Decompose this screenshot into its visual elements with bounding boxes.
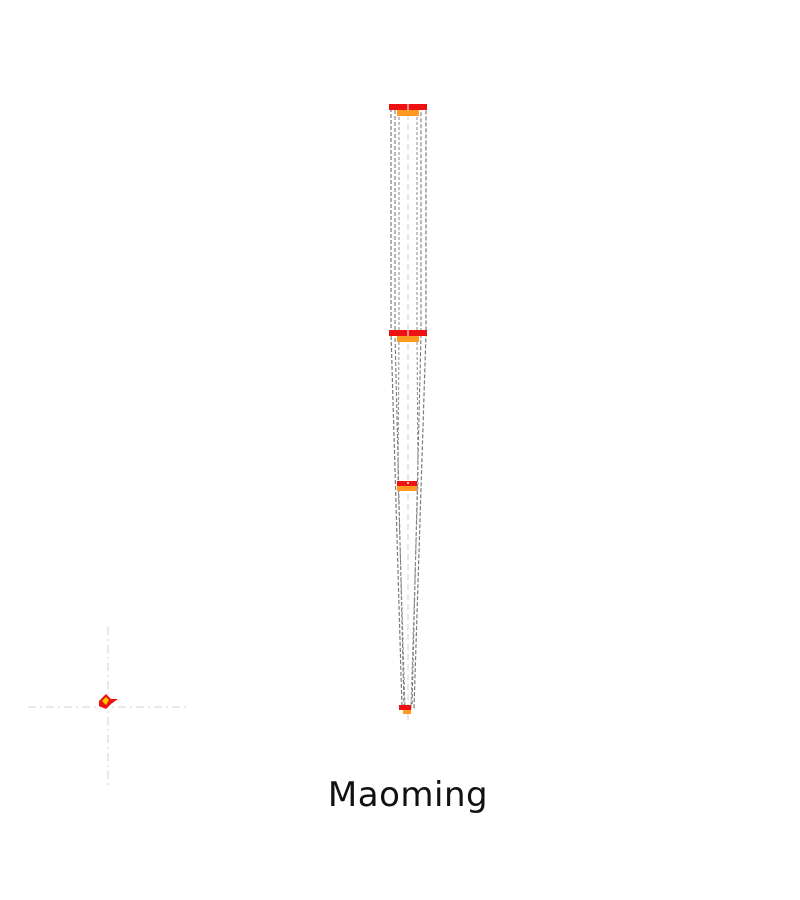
deck-lower-secondary bbox=[397, 486, 417, 491]
tower-bracing-right bbox=[410, 112, 419, 707]
deck-base-secondary bbox=[403, 710, 411, 714]
deck-base bbox=[399, 705, 411, 714]
tower-bracing-left bbox=[397, 112, 406, 707]
deck-top bbox=[389, 104, 427, 116]
deck-lower-primary bbox=[397, 481, 417, 486]
compass-marker-primary bbox=[99, 694, 118, 709]
deck-base-primary bbox=[399, 705, 411, 710]
compass-marker-secondary bbox=[102, 697, 109, 705]
deck-lower bbox=[397, 481, 417, 491]
deck-lower-mark bbox=[407, 482, 409, 484]
diagram-caption: Maoming bbox=[327, 775, 489, 815]
deck-middle bbox=[389, 330, 427, 342]
wind-rose-icon bbox=[28, 627, 188, 787]
deck-top-secondary bbox=[397, 110, 419, 116]
deck-middle-secondary bbox=[397, 336, 419, 342]
